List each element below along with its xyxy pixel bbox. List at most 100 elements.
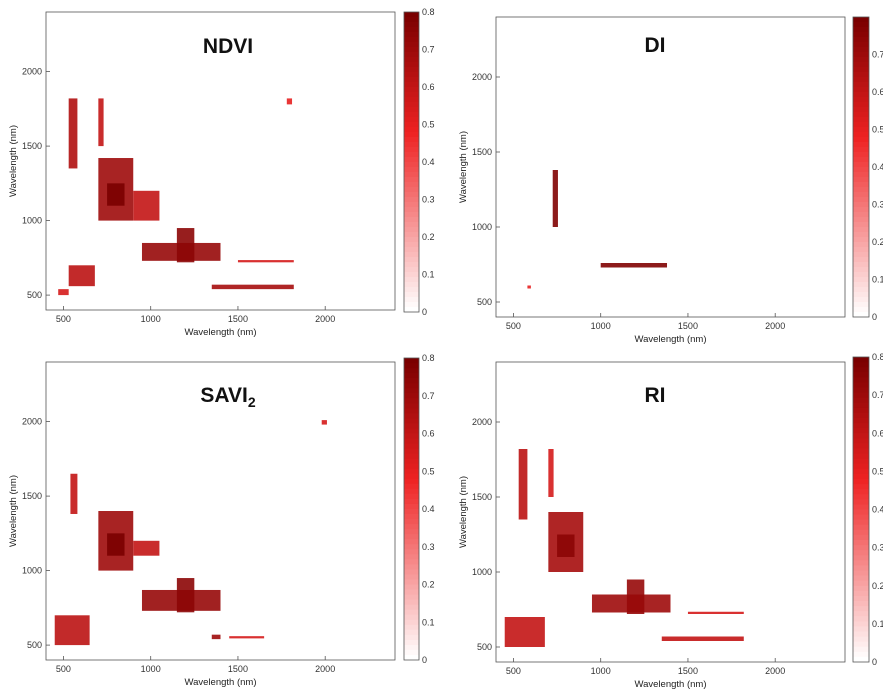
heat-cell	[98, 98, 104, 147]
colorbar-step	[404, 458, 419, 465]
colorbar-step	[853, 494, 869, 500]
colorbar-step	[853, 616, 869, 622]
y-tick-label: 1500	[472, 147, 492, 157]
heatmap-panel-di: 500 1000 1500 2000 500 1000 1500 2000 Wavelength…	[458, 16, 883, 345]
colorbar-step	[853, 534, 869, 541]
colorbar-step	[404, 544, 419, 550]
colorbar-step	[853, 277, 869, 283]
colorbar-step	[404, 232, 419, 238]
colorbar-step	[853, 489, 869, 495]
colorbar-step	[404, 363, 419, 369]
colorbar-step	[853, 197, 869, 203]
colorbar-step	[853, 382, 869, 389]
colorbar-step	[853, 509, 869, 516]
colorbar-step	[853, 484, 869, 490]
x-tick-label: 500	[56, 314, 71, 324]
colorbar-step	[404, 297, 419, 303]
colorbar-step	[853, 167, 869, 173]
colorbar: 0 0.1 0.2 0.3 0.4 0.5 0.6 0.7 0.8	[403, 7, 435, 317]
colorbar: 0 0.1 0.2 0.3 0.4 0.5 0.6 0.7 0.8	[852, 352, 883, 667]
colorbar-step	[853, 560, 869, 567]
colorbar-step	[404, 493, 419, 500]
colorbar-step	[853, 242, 869, 248]
colorbar-step	[853, 636, 869, 643]
x-axis-label: Wavelength (nm)	[185, 677, 257, 688]
heat-cell	[504, 617, 545, 647]
heat-cell	[68, 265, 95, 287]
colorbar-step	[853, 107, 869, 113]
colorbar-step	[404, 514, 419, 520]
colorbar-tick-label: 0.4	[422, 157, 435, 167]
heat-cell	[626, 579, 645, 614]
colorbar-step	[853, 392, 869, 399]
colorbar-frame	[852, 16, 870, 318]
colorbar-step	[404, 534, 419, 540]
colorbar-tick-label: 0.5	[422, 466, 435, 476]
colorbar-step	[404, 614, 419, 621]
colorbar-step	[404, 539, 419, 545]
colorbar-step	[404, 418, 419, 425]
colorbar-tick-label: 0.8	[422, 353, 435, 363]
colorbar-tick-label: 0.3	[422, 542, 435, 552]
colorbar-tick-label: 0.1	[872, 275, 883, 285]
colorbar-step	[853, 412, 869, 419]
colorbar-step	[404, 117, 419, 123]
colorbar-step	[404, 503, 419, 510]
colorbar-step	[853, 438, 869, 445]
heatmap-panel-ri: 500 1000 1500 2000 500 1000 1500 2000 Wavelength…	[458, 352, 883, 689]
colorbar-step	[404, 624, 419, 631]
colorbar-step	[404, 127, 419, 133]
colorbar-step	[404, 72, 419, 78]
panel-title: RI	[645, 384, 666, 407]
colorbar-tick-label: 0.6	[872, 428, 883, 438]
y-tick-label: 2000	[472, 72, 492, 82]
colorbar-step	[853, 247, 869, 253]
heat-cell	[58, 289, 69, 296]
heat-cell	[548, 449, 554, 497]
colorbar-step	[853, 590, 869, 597]
colorbar-step	[853, 92, 869, 98]
y-tick-label: 1000	[22, 216, 42, 226]
y-tick-label: 2000	[472, 417, 492, 427]
colorbar-step	[853, 192, 869, 198]
y-tick-label: 500	[477, 642, 492, 652]
colorbar-step	[853, 227, 869, 233]
colorbar-step	[853, 222, 869, 228]
colorbar: 0 0.1 0.2 0.3 0.4 0.5 0.6 0.7	[852, 16, 883, 322]
y-tick-label: 1000	[22, 566, 42, 576]
colorbar-step	[404, 262, 419, 268]
colorbar-tick-label: 0	[872, 657, 877, 667]
colorbar-step	[404, 554, 419, 560]
colorbar-step	[853, 57, 869, 63]
y-tick-label: 2000	[22, 67, 42, 77]
colorbar-tick-label: 0.1	[422, 617, 435, 627]
colorbar-tick-label: 0.3	[872, 543, 883, 553]
colorbar-step	[853, 302, 869, 308]
colorbar-step	[853, 580, 869, 587]
x-tick-label: 1500	[678, 321, 698, 331]
colorbar-step	[853, 504, 869, 511]
colorbar-step	[853, 287, 869, 293]
colorbar-step	[853, 550, 869, 556]
x-tick-label: 2000	[315, 664, 335, 674]
colorbar-step	[404, 22, 419, 28]
colorbar-tick-label: 0	[422, 655, 427, 665]
colorbar-step	[853, 42, 869, 48]
colorbar-step	[404, 378, 419, 384]
heat-cell	[600, 263, 668, 268]
colorbar-step	[853, 443, 869, 450]
colorbar-step	[404, 433, 419, 440]
colorbar-tick-label: 0.1	[422, 270, 435, 280]
colorbar-step	[853, 117, 869, 123]
colorbar-step	[853, 555, 869, 561]
colorbar-step	[853, 362, 869, 368]
colorbar-step	[853, 453, 869, 460]
colorbar-step	[404, 639, 419, 646]
heat-cell	[176, 228, 195, 263]
panel-title: NDVI	[203, 35, 253, 58]
colorbar-step	[853, 82, 869, 88]
colorbar-step	[853, 52, 869, 58]
colorbar-step	[404, 569, 419, 576]
colorbar-tick-label: 0.7	[422, 391, 435, 401]
y-axis-label: Wavelength (nm)	[8, 475, 19, 547]
